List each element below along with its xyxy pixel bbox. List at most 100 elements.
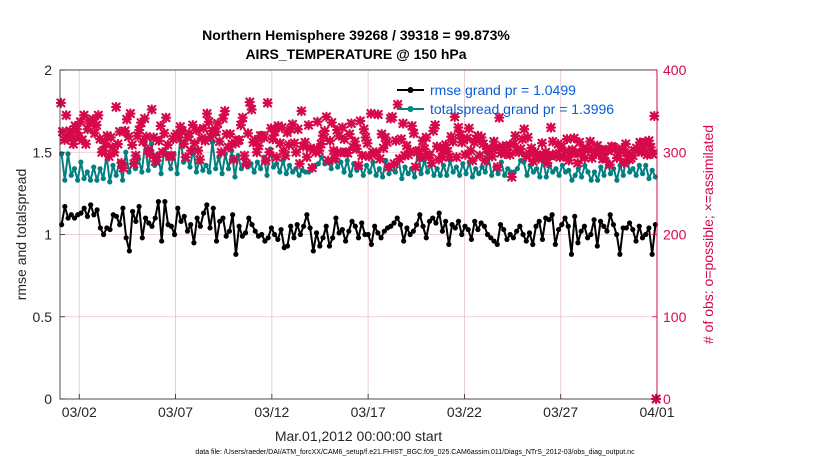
rmse-point [568, 251, 575, 257]
rmse-point [152, 215, 158, 221]
totalspread-point [514, 166, 520, 172]
rmse-point [259, 231, 265, 238]
rmse-point [526, 230, 533, 236]
totalspread-point [187, 164, 193, 170]
totalspread-point [572, 172, 578, 178]
rmse-point [559, 222, 565, 228]
obs-count-marker [519, 124, 530, 135]
obs-count-marker [610, 143, 621, 155]
obs-count-marker [528, 156, 539, 167]
totalspread-point [473, 166, 479, 172]
rmse-point [507, 231, 513, 238]
rmse-point [494, 241, 500, 247]
obs-count-marker [312, 116, 323, 127]
totalspread-point [534, 166, 540, 172]
obs-count-marker [130, 150, 141, 161]
obs-count-marker [80, 138, 91, 150]
totalspread-point [71, 166, 78, 172]
rmse-point [633, 238, 639, 244]
y2-tick-label: 400 [663, 62, 687, 78]
obs-count-marker [148, 132, 159, 143]
rmse-point [601, 223, 607, 229]
obs-count-marker [173, 132, 184, 143]
obs-count-marker [396, 133, 407, 145]
totalspread-point [582, 162, 588, 169]
obs-count-marker [426, 157, 437, 169]
obs-count-marker [250, 134, 261, 146]
obs-count-marker [111, 101, 122, 113]
rmse-point [81, 205, 87, 211]
obs-count-marker [264, 147, 275, 158]
obs-count-marker [187, 120, 198, 131]
obs-count-marker [242, 128, 254, 139]
totalspread-point [601, 172, 607, 178]
obs-count-marker [389, 158, 400, 169]
y-tick-label: 2 [44, 62, 52, 78]
obs-count-marker [303, 120, 314, 131]
rmse-point [436, 210, 442, 216]
obs-count-marker [228, 154, 239, 165]
obs-count-marker [373, 109, 384, 120]
rmse-point [610, 222, 617, 228]
rmse-point [404, 225, 410, 231]
totalspread-point [505, 166, 511, 172]
obs-count-marker [538, 152, 549, 163]
obs-count-marker [618, 157, 630, 169]
obs-count-marker [569, 133, 580, 144]
obs-count-marker [504, 149, 516, 160]
totalspread-point [219, 171, 225, 177]
obs-count-marker [246, 104, 257, 115]
obs-count-marker [237, 112, 248, 123]
rmse-point [252, 228, 258, 234]
rmse-point [249, 222, 255, 228]
rmse-point [197, 223, 203, 229]
rmse-point [455, 218, 462, 224]
obs-count-marker [315, 138, 327, 150]
chart-title-line-1: Northern Hemisphere 39268 / 39318 = 99.8… [202, 27, 510, 43]
obs-count-marker [98, 145, 109, 156]
totalspread-point [148, 141, 155, 147]
totalspread-point [274, 161, 280, 167]
totalspread-point [639, 171, 646, 177]
y2-axis-label: # of obs: o=possible; ×=assimilated [700, 125, 716, 344]
totalspread-point [296, 172, 302, 178]
rmse-point [239, 233, 245, 239]
totalspread-point [168, 166, 174, 172]
obs-count-marker [146, 104, 157, 115]
rmse-point [142, 215, 149, 221]
rmse-point [646, 225, 652, 231]
obs-count-marker [262, 97, 273, 108]
rmse-point [278, 226, 284, 233]
rmse-point [149, 223, 155, 229]
rmse-point [597, 218, 604, 224]
obs-count-marker [401, 140, 412, 151]
rmse-point [514, 228, 520, 234]
rmse-point [336, 230, 342, 236]
obs-count-marker [225, 129, 236, 140]
rmse-point [491, 238, 497, 244]
obs-count-marker [114, 126, 125, 137]
rmse-point [265, 235, 271, 241]
rmse-point [565, 223, 571, 229]
rmse-point [478, 220, 484, 226]
obs-count-marker [563, 155, 574, 166]
legend-marker [407, 106, 414, 112]
rmse-point [401, 238, 407, 244]
rmse-point [410, 228, 416, 234]
rmse-point [233, 251, 239, 257]
totalspread-point [344, 157, 350, 164]
rmse-point [417, 212, 423, 218]
rmse-point [342, 238, 349, 244]
obs-count-marker [159, 128, 170, 139]
obs-count-marker [274, 138, 286, 149]
y2-tick-label: 100 [663, 309, 687, 325]
rmse-point [433, 220, 439, 226]
x-tick-label: 03/02 [62, 404, 97, 420]
obs-count-marker [292, 124, 304, 135]
obs-count-marker [634, 137, 646, 148]
obs-count-marker [353, 160, 364, 171]
obs-count-marker [360, 132, 371, 143]
obs-count-marker [78, 110, 90, 121]
totalspread-point [363, 162, 370, 169]
rmse-point [630, 226, 636, 233]
